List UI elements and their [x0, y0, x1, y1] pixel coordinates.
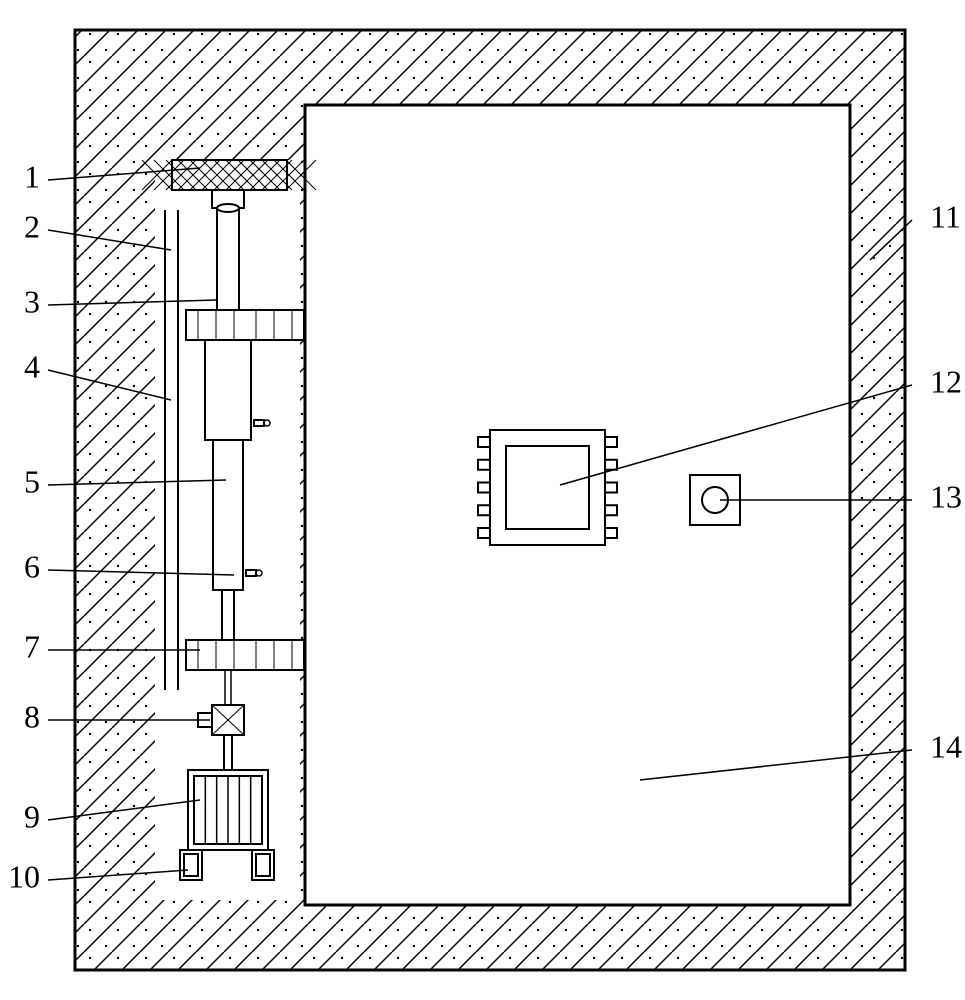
- callout-9: 9: [24, 798, 40, 834]
- cylinder-inner: [213, 440, 243, 590]
- bracket-lower: [186, 640, 304, 670]
- spindle-lower: [222, 590, 234, 640]
- chip-pin: [478, 505, 490, 515]
- motor-shaft: [224, 735, 232, 770]
- bracket-upper: [186, 310, 304, 340]
- chip-pin: [478, 528, 490, 538]
- knob-lower: [246, 570, 256, 576]
- callout-7: 7: [24, 628, 40, 664]
- cylinder-outer: [205, 340, 251, 440]
- callout-4: 4: [24, 348, 40, 384]
- callout-8: 8: [24, 698, 40, 734]
- chip-pin: [605, 483, 617, 493]
- callout-5: 5: [24, 463, 40, 499]
- chip-pin: [605, 528, 617, 538]
- knob-upper: [254, 420, 264, 426]
- callout-3: 3: [24, 283, 40, 319]
- callout-14: 14: [930, 728, 962, 764]
- chip-pin: [605, 437, 617, 447]
- chip-pin: [605, 505, 617, 515]
- callout-10: 10: [8, 858, 40, 894]
- chip-pin: [478, 460, 490, 470]
- chip-pin: [478, 483, 490, 493]
- callout-12: 12: [930, 363, 962, 399]
- callout-13: 13: [930, 478, 962, 514]
- chip-body: [490, 430, 605, 545]
- callout-11: 11: [930, 198, 961, 234]
- callout-2: 2: [24, 208, 40, 244]
- spindle-upper: [217, 208, 239, 310]
- chip-pin: [478, 437, 490, 447]
- chip-pin: [605, 460, 617, 470]
- callout-1: 1: [24, 158, 40, 194]
- callout-6: 6: [24, 548, 40, 584]
